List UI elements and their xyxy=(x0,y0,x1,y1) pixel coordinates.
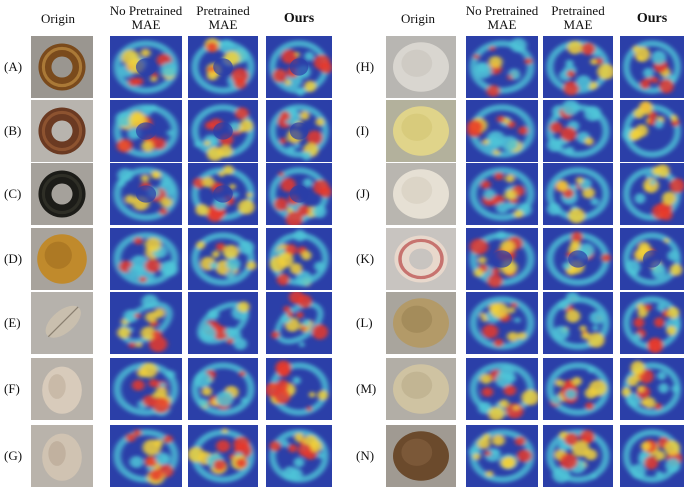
ours-image xyxy=(266,228,332,290)
row-label: (I) xyxy=(356,123,369,138)
origin-image xyxy=(31,100,93,162)
origin-image xyxy=(31,228,93,290)
origin-image xyxy=(386,228,456,290)
pretrained-mae-image xyxy=(188,36,258,98)
origin-image xyxy=(31,36,93,98)
ours-image xyxy=(620,100,684,162)
right-panel-header-pretrained-mae: Pretrained MAE xyxy=(518,4,638,32)
header-line: Pretrained xyxy=(551,3,605,18)
header-line: MAE xyxy=(563,17,593,32)
no-pretrained-mae-image xyxy=(110,425,182,487)
left-panel-header-ours: Ours xyxy=(239,12,359,26)
header-line: MAE xyxy=(131,17,161,32)
pretrained-mae-image xyxy=(188,163,258,225)
row-label: (L) xyxy=(356,315,373,330)
left-panel-header-no-pretrained-mae: No Pretrained MAE xyxy=(86,4,206,32)
row-label: (K) xyxy=(356,251,375,266)
pretrained-mae-image xyxy=(543,228,613,290)
origin-image xyxy=(31,358,93,420)
no-pretrained-mae-image xyxy=(466,36,538,98)
pretrained-mae-image xyxy=(188,425,258,487)
origin-image xyxy=(386,36,456,98)
header-line: Pretrained xyxy=(196,3,250,18)
no-pretrained-mae-image xyxy=(466,163,538,225)
pretrained-mae-image xyxy=(188,100,258,162)
right-panel-header-ours: Ours xyxy=(592,12,685,26)
left-panel-header-pretrained-mae: Pretrained MAE xyxy=(163,4,283,32)
ours-image xyxy=(620,163,684,225)
origin-image xyxy=(31,292,93,354)
no-pretrained-mae-image xyxy=(466,228,538,290)
ours-image xyxy=(620,228,684,290)
header-line: Ours xyxy=(283,11,315,26)
row-label: (B) xyxy=(4,123,22,138)
row-label: (D) xyxy=(4,251,23,266)
origin-image xyxy=(386,425,456,487)
no-pretrained-mae-image xyxy=(110,36,182,98)
header-line: Origin xyxy=(41,11,75,26)
pretrained-mae-image xyxy=(188,228,258,290)
pretrained-mae-image xyxy=(543,36,613,98)
left-panel-header-origin: Origin xyxy=(0,12,118,26)
row-label: (M) xyxy=(356,381,377,396)
no-pretrained-mae-image xyxy=(466,358,538,420)
header-line: Ours xyxy=(636,11,668,26)
pretrained-mae-image xyxy=(188,292,258,354)
ours-image xyxy=(266,292,332,354)
row-label: (A) xyxy=(4,59,23,74)
header-line: No Pretrained xyxy=(465,3,539,18)
origin-image xyxy=(386,163,456,225)
no-pretrained-mae-image xyxy=(110,292,182,354)
pretrained-mae-image xyxy=(543,358,613,420)
origin-image xyxy=(31,163,93,225)
row-label: (C) xyxy=(4,186,22,201)
no-pretrained-mae-image xyxy=(110,358,182,420)
ours-image xyxy=(266,100,332,162)
ours-image xyxy=(620,425,684,487)
pretrained-mae-image xyxy=(543,292,613,354)
origin-image xyxy=(386,292,456,354)
no-pretrained-mae-image xyxy=(110,228,182,290)
no-pretrained-mae-image xyxy=(466,292,538,354)
ours-image xyxy=(266,36,332,98)
header-line: No Pretrained xyxy=(109,3,183,18)
pretrained-mae-image xyxy=(543,100,613,162)
row-label: (E) xyxy=(4,315,21,330)
no-pretrained-mae-image xyxy=(466,425,538,487)
origin-image xyxy=(31,425,93,487)
row-label: (J) xyxy=(356,186,370,201)
origin-image xyxy=(386,100,456,162)
row-label: (F) xyxy=(4,381,20,396)
row-label: (G) xyxy=(4,448,23,463)
pretrained-mae-image xyxy=(543,163,613,225)
header-line: MAE xyxy=(208,17,238,32)
no-pretrained-mae-image xyxy=(466,100,538,162)
no-pretrained-mae-image xyxy=(110,100,182,162)
ours-image xyxy=(620,36,684,98)
row-label: (N) xyxy=(356,448,375,463)
header-line: MAE xyxy=(487,17,517,32)
right-panel-header-origin: Origin xyxy=(358,12,478,26)
header-line: Origin xyxy=(401,11,435,26)
row-label: (H) xyxy=(356,59,375,74)
ours-image xyxy=(620,292,684,354)
pretrained-mae-image xyxy=(543,425,613,487)
ours-image xyxy=(266,358,332,420)
origin-image xyxy=(386,358,456,420)
ours-image xyxy=(266,425,332,487)
pretrained-mae-image xyxy=(188,358,258,420)
no-pretrained-mae-image xyxy=(110,163,182,225)
ours-image xyxy=(266,163,332,225)
ours-image xyxy=(620,358,684,420)
right-panel-header-no-pretrained-mae: No Pretrained MAE xyxy=(442,4,562,32)
